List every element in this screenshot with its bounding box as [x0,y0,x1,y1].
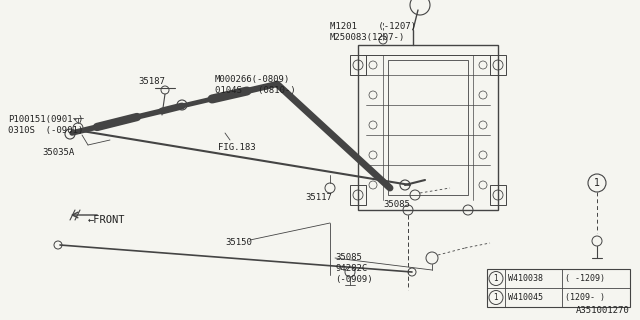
Bar [490,55,506,75]
Bar [358,45,498,210]
Bar [490,185,506,205]
Bar [350,185,366,205]
Text: 35117: 35117 [305,193,332,202]
Text: 0310S  (-0901): 0310S (-0901) [8,126,83,135]
Text: (-0909): (-0909) [335,275,372,284]
Text: M000266(-0809): M000266(-0809) [215,75,291,84]
Text: W410045: W410045 [508,293,543,302]
Text: (1209- ): (1209- ) [565,293,605,302]
Bar [487,269,630,307]
Text: A351001270: A351001270 [576,306,630,315]
Bar [350,55,366,75]
Text: 0104S   (0810-): 0104S (0810-) [215,86,296,95]
Text: 35085: 35085 [335,253,362,262]
Text: FIG.183: FIG.183 [218,143,255,152]
Text: 1: 1 [493,293,499,302]
Text: W410038: W410038 [508,274,543,283]
Text: 94282C: 94282C [335,264,367,273]
Text: 35150: 35150 [225,238,252,247]
Text: 35035A: 35035A [42,148,74,157]
Text: 35187: 35187 [138,77,165,86]
Text: M250083(1207-): M250083(1207-) [330,33,405,42]
Text: ←FRONT: ←FRONT [88,215,125,225]
Text: M1201    (-1207): M1201 (-1207) [330,22,416,31]
Text: 35085: 35085 [383,200,410,209]
Bar [388,60,468,195]
Text: 1: 1 [493,274,499,283]
Text: ( -1209): ( -1209) [565,274,605,283]
Text: P100151(0901-): P100151(0901-) [8,115,83,124]
Text: 1: 1 [594,178,600,188]
